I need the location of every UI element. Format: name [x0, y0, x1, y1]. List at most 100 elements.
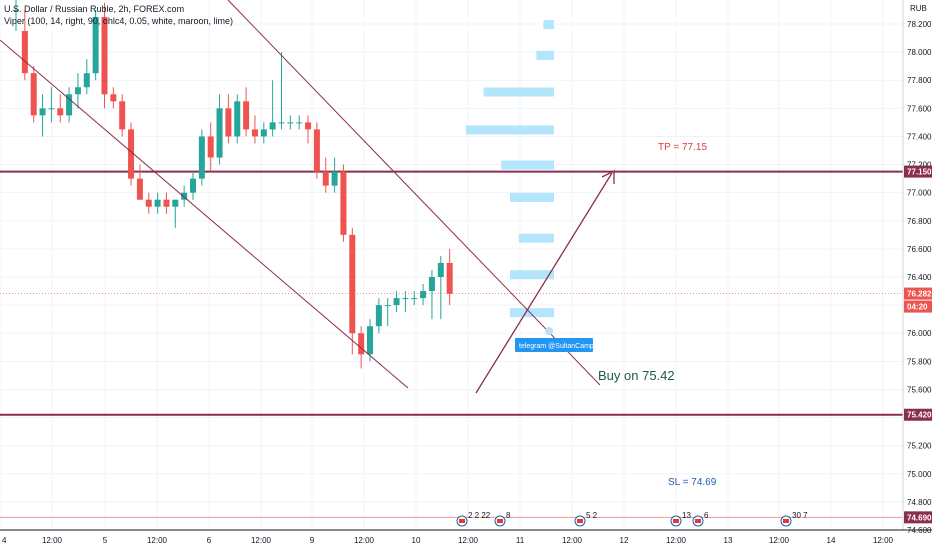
time-tick-label: 12:00 [873, 536, 894, 545]
event-flag-stripe [695, 519, 701, 523]
candle-body [57, 108, 64, 116]
telegram-anchor-dot [545, 327, 553, 335]
event-flag-stripe [783, 519, 789, 523]
candle-body [48, 108, 55, 110]
candle-body [30, 73, 37, 116]
candle-body [243, 101, 250, 130]
candle-body [313, 129, 320, 172]
time-axis[interactable]: 4 12:00 5 12:00 6 12:00 9 12:00 10 12:00 11 12:00 12… [0, 529, 932, 545]
sl-label: SL = 74.69 [668, 477, 717, 488]
price-tick-label: 75.600 [907, 385, 932, 394]
price-tick-label: 76.600 [907, 245, 932, 254]
time-tick-label: 12:00 [251, 536, 272, 545]
event-flag-stripe [673, 519, 679, 523]
sl-price-label: 74.690 [907, 513, 932, 522]
candle-body [163, 199, 170, 207]
time-tick-label: 12:00 [562, 536, 583, 545]
candle-body [287, 122, 294, 124]
price-tick-label: 76.400 [907, 273, 932, 282]
price-tick-label: 75.800 [907, 357, 932, 366]
symbol-title[interactable]: U.S. Dollar / Russian Ruble, 2h, FOREX.c… [4, 4, 185, 14]
tp-price-label: 77.150 [907, 168, 932, 177]
volume-profile-bar [536, 50, 554, 60]
time-tick-label: 13 [724, 536, 733, 545]
price-tick-label: 77.200 [907, 161, 932, 170]
channel-upper-line[interactable] [227, 0, 601, 386]
candle-body [375, 305, 382, 327]
price-tick-label: 74.800 [907, 498, 932, 507]
time-tick-label: 12 [620, 536, 629, 545]
target-arrow-line[interactable] [475, 172, 613, 394]
candle-body [367, 326, 373, 355]
candle-body [340, 171, 347, 235]
event-flags: 2 2 22 8 5 2 13 6 30 7 [456, 511, 808, 527]
chart-grid [0, 0, 903, 531]
price-axis[interactable]: RUB 78.200 78.000 77.800 77.600 77.400 77.200… [902, 0, 932, 535]
price-tick-label: 77.400 [907, 132, 932, 141]
volume-profile-bar [518, 233, 554, 243]
candle-body [145, 199, 152, 207]
candle-body [172, 199, 179, 207]
time-tick-label: 12:00 [769, 536, 790, 545]
candle-body [216, 108, 223, 158]
volume-profile-bar [466, 125, 554, 135]
event-flag-count: 8 [506, 511, 511, 520]
candle-body [74, 87, 81, 95]
volume-profile [466, 20, 554, 318]
time-tick-label: 5 [103, 536, 108, 545]
buy-price-label: 75.420 [907, 411, 932, 420]
event-flag-stripe [497, 519, 503, 523]
event-flag-count: 2 2 22 [468, 511, 491, 520]
event-flag-count: 5 2 [586, 511, 598, 520]
candle-body [128, 129, 135, 179]
candle-body [101, 16, 108, 95]
event-flag-stripe [577, 519, 583, 523]
candle-body [251, 129, 258, 137]
time-tick-label: 6 [207, 536, 212, 545]
candle-body [358, 333, 365, 355]
candle-body [225, 108, 232, 137]
candle-body [296, 122, 303, 124]
volume-profile-bar [510, 192, 554, 202]
countdown-label-bg [904, 300, 932, 313]
chart-legend: U.S. Dollar / Russian Ruble, 2h, FOREX.c… [4, 3, 233, 27]
candle-body [420, 291, 427, 299]
candle-body [136, 178, 143, 200]
volume-profile-bar [510, 308, 554, 318]
event-flag-count: 13 [682, 511, 691, 520]
candle-body [402, 298, 409, 300]
price-axis-bg [903, 0, 932, 530]
candle-body [154, 199, 161, 207]
candle-body [198, 136, 205, 179]
telegram-badge[interactable] [515, 338, 593, 352]
candle-body [110, 94, 117, 102]
candle-body [437, 262, 444, 277]
price-tick-label: 78.200 [907, 20, 932, 29]
price-tick-label: 75.200 [907, 442, 932, 451]
candle-body [92, 16, 99, 74]
countdown-label: 04:20 [907, 303, 928, 312]
time-tick-label: 12:00 [42, 536, 63, 545]
indicator-legend[interactable]: Viper (100, 14, right, 90, ohlc4, 0.05, … [4, 16, 233, 26]
price-tick-label: 75.000 [907, 470, 932, 479]
volume-profile-bar [501, 160, 554, 170]
annotation-texts: TP = 77.15 Buy on 75.42 SL = 74.69 teleg… [515, 142, 717, 488]
price-tick-label: 77.000 [907, 189, 932, 198]
buy-label: Buy on 75.42 [598, 368, 675, 383]
tp-price-label-bg [904, 165, 932, 178]
telegram-text: telegram @SultanCamp [519, 343, 594, 350]
candle-body [207, 136, 214, 158]
time-tick-label: 11 [516, 536, 525, 545]
time-tick-label: 12:00 [354, 536, 375, 545]
candle-body [411, 298, 418, 300]
event-flag-count: 6 [704, 511, 709, 520]
time-tick-label: 12:00 [147, 536, 168, 545]
channel-lower-line[interactable] [0, 39, 409, 389]
candle-body [428, 277, 435, 292]
candle-body [278, 122, 285, 124]
candle-body [393, 298, 400, 306]
time-tick-label: 4 [2, 536, 7, 545]
candle-body [21, 31, 28, 74]
horizontal-levels [0, 170, 903, 518]
